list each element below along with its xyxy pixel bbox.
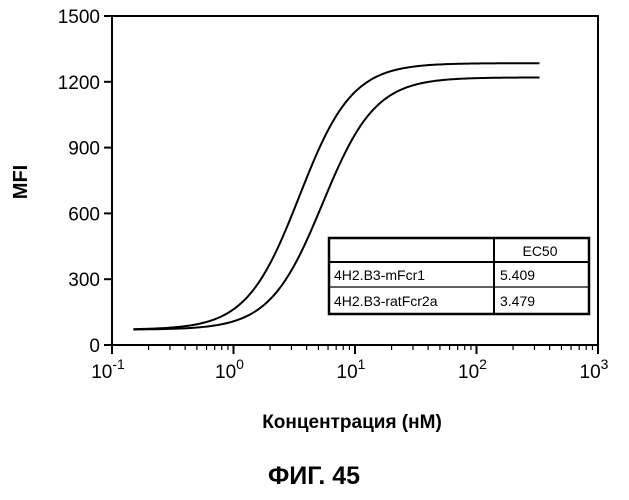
y-tick-label: 1200 <box>58 73 100 94</box>
y-axis-title: MFI <box>10 165 32 199</box>
x-axis-title: Концентрация (нМ) <box>262 412 442 433</box>
legend-header-ec50: EC50 <box>522 243 557 259</box>
legend-series-name: 4H2.B3-ratFcr2a <box>334 293 438 309</box>
y-tick-label: 0 <box>89 336 100 357</box>
x-tick-label: 10-1 <box>91 356 125 383</box>
legend-table: EC50 4H2.B3-mFcr1 5.409 4H2.B3-ratFcr2a 3.47… <box>329 238 589 314</box>
y-tick-label: 1500 <box>58 7 100 28</box>
x-tick-label: 103 <box>580 356 609 383</box>
x-tick-label: 101 <box>337 356 366 383</box>
y-tick-label: 300 <box>68 270 100 291</box>
y-tick-label: 900 <box>68 139 100 160</box>
legend-ec50-value: 3.479 <box>500 293 535 309</box>
x-tick-label: 102 <box>458 356 487 383</box>
x-tick-label: 100 <box>215 356 244 383</box>
y-tick-label: 600 <box>68 204 100 225</box>
legend-series-name: 4H2.B3-mFcr1 <box>334 267 425 283</box>
y-axis: 0 300 600 900 1200 1500 <box>58 7 112 357</box>
x-axis: 10-1 100 101 102 103 <box>91 345 608 383</box>
legend-ec50-value: 5.409 <box>500 267 535 283</box>
figure-caption: ФИГ. 45 <box>268 462 360 490</box>
